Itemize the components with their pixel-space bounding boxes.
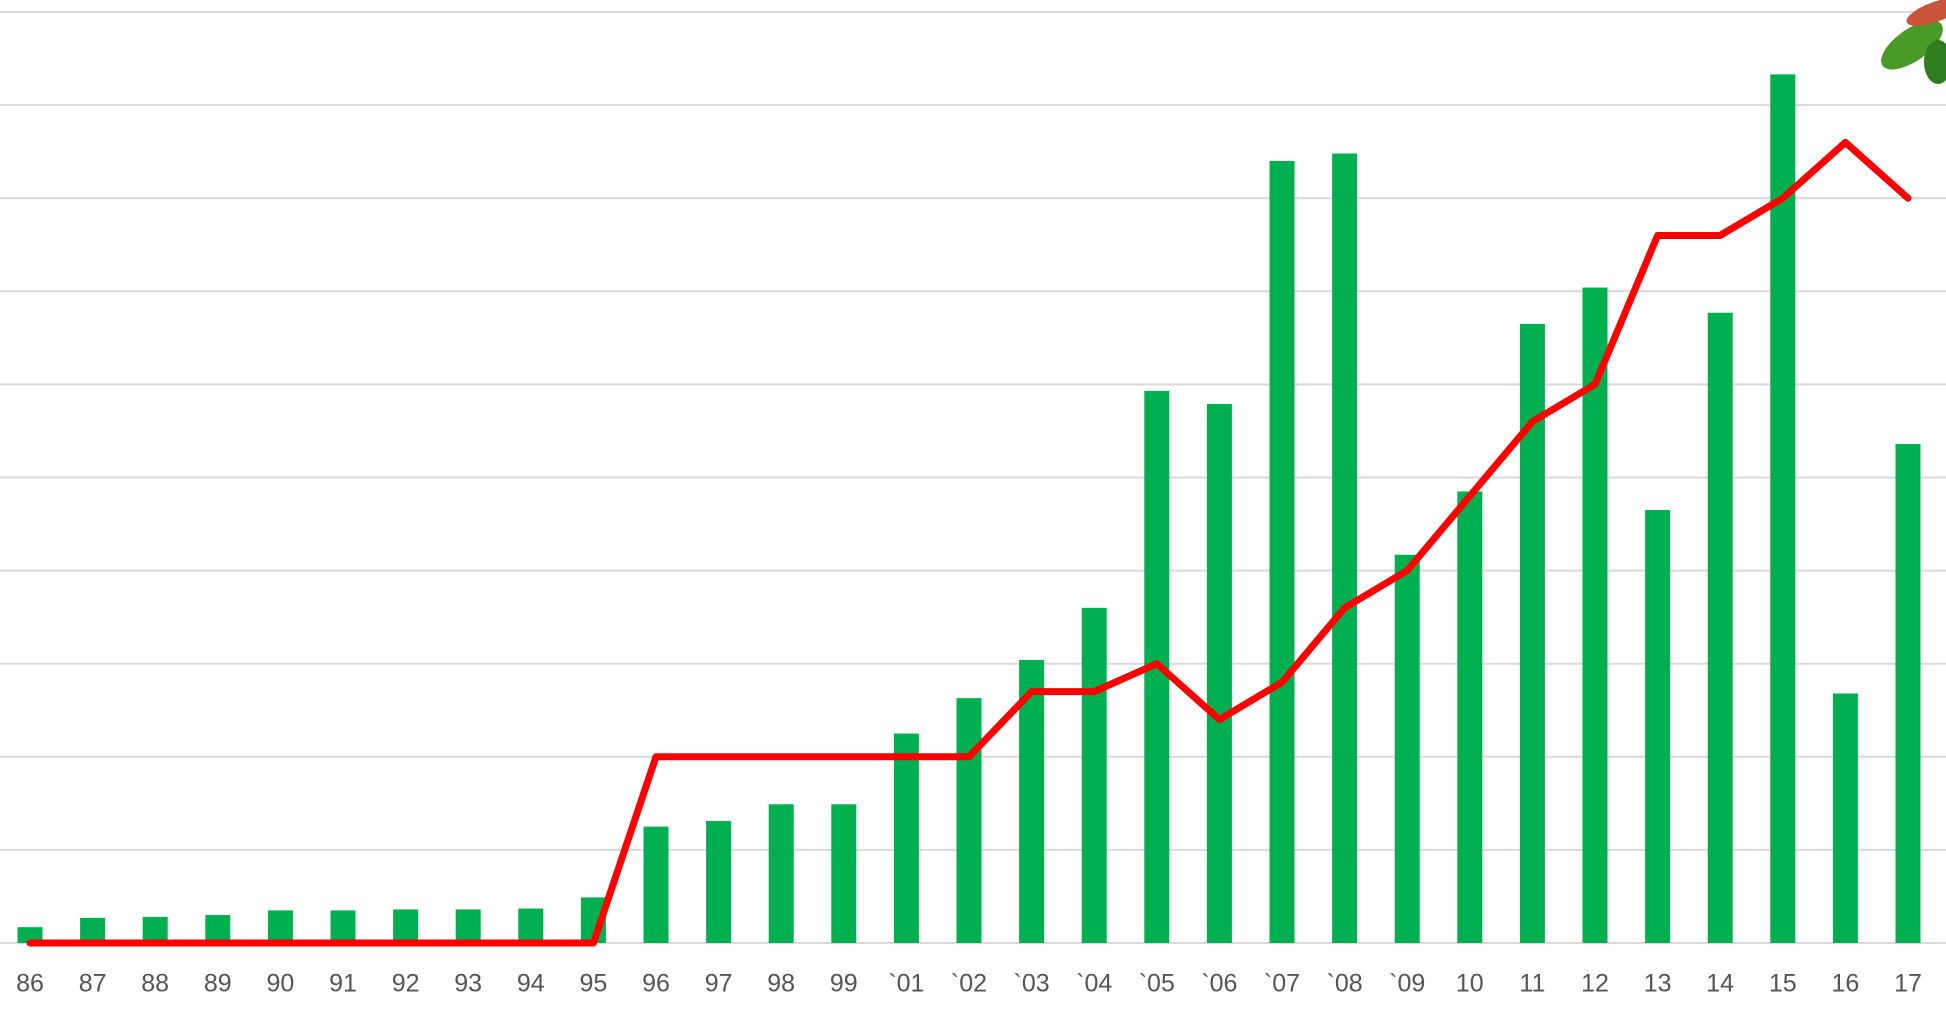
x-tick-label: 14 bbox=[1706, 970, 1734, 998]
bar bbox=[1895, 443, 1921, 943]
bar bbox=[1269, 160, 1295, 943]
bar bbox=[1770, 74, 1796, 943]
bar bbox=[1582, 287, 1608, 943]
bar bbox=[518, 908, 544, 943]
x-tick-label: 10 bbox=[1456, 970, 1484, 998]
bar bbox=[956, 698, 982, 943]
bar bbox=[706, 821, 732, 943]
bar bbox=[1457, 491, 1483, 943]
bar bbox=[1332, 153, 1358, 944]
x-tick-label: 89 bbox=[204, 970, 232, 998]
bar bbox=[455, 909, 481, 943]
bar bbox=[893, 733, 919, 943]
bar bbox=[17, 927, 43, 943]
x-tick-label: 12 bbox=[1581, 970, 1609, 998]
bar bbox=[1394, 554, 1420, 943]
x-tick-label: `06 bbox=[1201, 970, 1237, 998]
x-tick-label: `08 bbox=[1327, 970, 1363, 998]
x-tick-label: 86 bbox=[16, 970, 44, 998]
bar bbox=[1019, 659, 1045, 943]
x-tick-label: 92 bbox=[392, 970, 420, 998]
bar bbox=[330, 910, 356, 943]
x-tick-label: `07 bbox=[1264, 970, 1300, 998]
x-tick-label: 87 bbox=[79, 970, 107, 998]
bar bbox=[768, 804, 794, 943]
bar bbox=[205, 915, 231, 943]
x-tick-label: 99 bbox=[830, 970, 858, 998]
x-tick-label: 88 bbox=[141, 970, 169, 998]
x-tick-label: 15 bbox=[1769, 970, 1797, 998]
x-tick-label: 94 bbox=[517, 970, 545, 998]
x-tick-label: 90 bbox=[266, 970, 294, 998]
bar bbox=[1707, 312, 1733, 943]
bar bbox=[1832, 693, 1858, 943]
bar bbox=[142, 916, 168, 943]
x-tick-label: 97 bbox=[705, 970, 733, 998]
x-tick-label: 16 bbox=[1831, 970, 1859, 998]
x-tick-label: `03 bbox=[1014, 970, 1050, 998]
x-tick-label: `05 bbox=[1139, 970, 1175, 998]
bar bbox=[643, 826, 669, 943]
x-tick-label: 13 bbox=[1644, 970, 1672, 998]
line bbox=[26, 138, 1912, 947]
x-tick-label: `04 bbox=[1076, 970, 1112, 998]
x-tick-label: 17 bbox=[1894, 970, 1922, 998]
x-tick-label: 11 bbox=[1519, 970, 1545, 998]
x-tick-label: 98 bbox=[767, 970, 795, 998]
x-tick-label: 95 bbox=[579, 970, 607, 998]
bar bbox=[831, 804, 857, 943]
x-tick-label: 96 bbox=[642, 970, 670, 998]
bar bbox=[393, 909, 419, 943]
x-tick-label: `02 bbox=[951, 970, 987, 998]
bar bbox=[1206, 403, 1232, 943]
x-tick-label: 93 bbox=[454, 970, 482, 998]
bar bbox=[1645, 510, 1671, 943]
bar bbox=[267, 910, 293, 943]
bar bbox=[80, 917, 106, 943]
x-tick-label: `09 bbox=[1389, 970, 1425, 998]
bar bbox=[1081, 607, 1107, 943]
leaf-decoration bbox=[1881, 0, 1946, 84]
x-tick-label: 91 bbox=[329, 970, 357, 998]
x-tick-label: `01 bbox=[888, 970, 924, 998]
